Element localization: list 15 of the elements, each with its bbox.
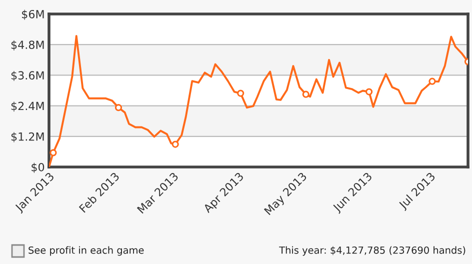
point xyxy=(114,104,122,112)
y-tick-label: $0 xyxy=(32,162,44,173)
y-tick-label: $6M xyxy=(22,10,44,20)
point xyxy=(428,78,436,85)
y-tick-label: $4.8M xyxy=(11,40,44,50)
text: This year: $4,127,785 (237690 hands) xyxy=(279,246,466,256)
y-tick-label: $2.4M xyxy=(11,102,44,112)
point xyxy=(237,90,244,97)
point xyxy=(50,149,57,156)
point xyxy=(366,88,373,96)
point xyxy=(172,140,179,148)
point xyxy=(302,90,310,98)
text: See profit in each game xyxy=(28,246,144,256)
y-tick-label: $1.2M xyxy=(11,132,44,142)
y-tick-label: $3.6M xyxy=(11,70,44,82)
